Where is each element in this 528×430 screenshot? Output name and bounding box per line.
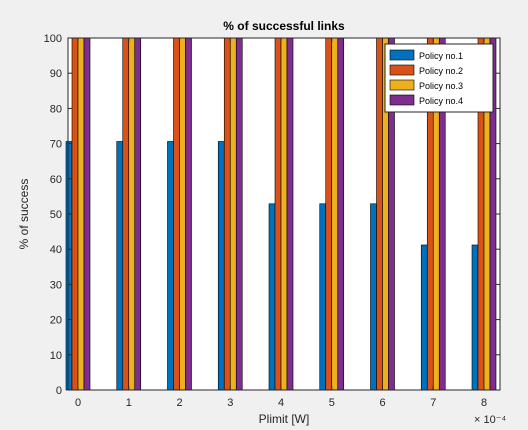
x-axis-label: Plimit [W] (259, 412, 310, 426)
bar (280, 37, 288, 391)
bar (319, 203, 327, 391)
bar (331, 37, 339, 391)
legend-entry-label: Policy no.3 (419, 81, 463, 91)
bar (71, 37, 79, 391)
bar (286, 37, 294, 391)
bar (235, 37, 243, 391)
y-tick-label: 100 (44, 33, 62, 45)
x-tick-label: 5 (329, 397, 335, 409)
y-tick-label: 40 (50, 244, 62, 256)
x-axis-exponent: × 10⁻⁴ (474, 414, 507, 426)
legend-swatch (389, 94, 415, 106)
x-axis-ticks: 0 1 2 3 4 5 6 7 8 (75, 38, 487, 409)
y-tick-label: 70 (50, 139, 62, 151)
bar (268, 203, 276, 391)
bar (217, 141, 225, 391)
legend: Policy no.1 Policy no.2 Policy no.3 Policy … (384, 43, 494, 113)
bar (134, 37, 142, 391)
chart-title: % of successful links (223, 19, 345, 33)
legend-swatch (389, 79, 415, 91)
legend-entry-label: Policy no.1 (419, 51, 463, 61)
bar (116, 141, 124, 391)
x-tick-label: 2 (176, 397, 182, 409)
y-axis-label: % of success (17, 179, 31, 250)
bar (376, 37, 383, 391)
x-tick-label: 8 (481, 397, 487, 409)
bar (370, 203, 377, 391)
y-tick-label: 50 (50, 209, 62, 221)
bar (167, 141, 174, 391)
x-tick-label: 1 (126, 397, 132, 409)
y-tick-label: 60 (50, 174, 62, 186)
legend-swatch (389, 64, 415, 76)
y-tick-label: 20 (50, 315, 62, 327)
bar (223, 37, 231, 391)
legend-swatch (389, 49, 415, 61)
y-tick-label: 0 (56, 385, 62, 397)
legend-entry-label: Policy no.4 (419, 96, 463, 106)
bar (471, 244, 479, 391)
x-tick-label: 4 (278, 397, 284, 409)
bars-group (65, 37, 497, 391)
bar (83, 37, 91, 391)
bar (122, 37, 130, 391)
x-tick-label: 0 (75, 397, 81, 409)
bar (274, 37, 282, 391)
y-tick-label: 80 (50, 103, 62, 115)
y-tick-label: 30 (50, 279, 62, 291)
x-tick-label: 6 (379, 397, 385, 409)
y-axis-ticks: 0 10 20 30 40 50 60 70 80 90 100 (44, 33, 500, 397)
bar (179, 37, 186, 391)
bar (420, 244, 428, 391)
bar (185, 37, 192, 391)
bar (337, 37, 345, 391)
bar (128, 37, 136, 391)
bar (325, 37, 333, 391)
bar (173, 37, 180, 391)
bar (77, 37, 85, 391)
legend-entry-label: Policy no.2 (419, 66, 463, 76)
x-tick-label: 7 (430, 397, 436, 409)
bar (229, 37, 237, 391)
x-tick-label: 3 (227, 397, 233, 409)
y-tick-label: 10 (50, 350, 62, 362)
y-tick-label: 90 (50, 68, 62, 80)
